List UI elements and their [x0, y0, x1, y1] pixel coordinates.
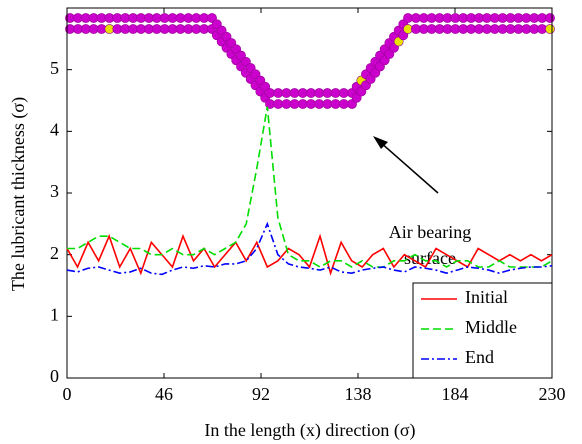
- bead: [338, 99, 349, 109]
- annotation-arrowhead: [373, 136, 388, 149]
- bead: [297, 99, 308, 109]
- y-tick-label: 4: [50, 119, 59, 139]
- legend-label: Initial: [465, 287, 508, 307]
- bead: [322, 88, 333, 98]
- air-bearing-illustration: [65, 13, 555, 109]
- line-series: [67, 106, 553, 268]
- bead: [265, 88, 275, 98]
- bead: [338, 88, 349, 98]
- y-tick-label: 1: [50, 304, 59, 324]
- bead: [330, 99, 341, 109]
- bead: [306, 88, 316, 98]
- y-tick-label: 0: [50, 366, 59, 386]
- legend-label: Middle: [465, 317, 517, 337]
- line-series: [66, 221, 553, 276]
- bead: [322, 99, 333, 109]
- x-axis-label: In the length (x) direction (σ): [204, 420, 415, 441]
- bead: [273, 88, 284, 98]
- y-tick-label: 2: [50, 243, 59, 263]
- bead: [297, 88, 308, 98]
- bead: [273, 99, 284, 109]
- bead: [314, 99, 325, 109]
- x-tick-label: 92: [252, 384, 270, 404]
- bead: [289, 99, 300, 109]
- x-tick-label: 184: [442, 384, 469, 404]
- bead: [545, 24, 555, 34]
- bead: [289, 88, 300, 98]
- y-tick-label: 5: [50, 58, 59, 78]
- legend-label: End: [465, 347, 494, 367]
- y-tick-label: 3: [50, 181, 59, 201]
- annotation-arrow: [379, 141, 439, 194]
- x-tick-label: 0: [63, 384, 72, 404]
- x-tick-label: 230: [539, 384, 566, 404]
- bead: [314, 88, 325, 98]
- bead: [281, 99, 292, 109]
- annotation: Air bearing: [389, 222, 471, 242]
- y-axis-label: The lubricant thickness (σ): [8, 97, 29, 291]
- bead: [281, 88, 292, 98]
- x-tick-label: 46: [155, 384, 173, 404]
- bead: [330, 88, 341, 98]
- bead: [545, 13, 555, 23]
- x-tick-label: 138: [345, 384, 372, 404]
- bead: [306, 99, 316, 109]
